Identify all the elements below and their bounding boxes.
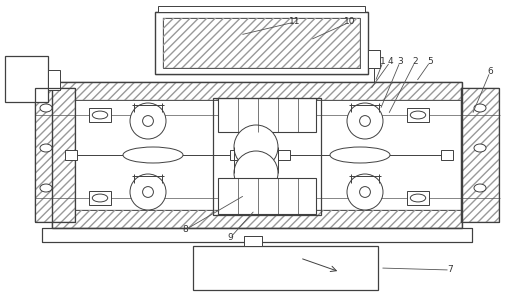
Bar: [461, 88, 499, 222]
Text: 1: 1: [380, 58, 386, 66]
Bar: [48, 70, 60, 90]
Circle shape: [130, 103, 166, 139]
Ellipse shape: [474, 184, 486, 192]
Bar: [35, 88, 75, 222]
Ellipse shape: [330, 147, 390, 163]
Text: 7: 7: [447, 266, 453, 274]
Circle shape: [347, 103, 383, 139]
Bar: [155, 12, 368, 74]
Circle shape: [359, 116, 371, 126]
Ellipse shape: [474, 144, 486, 152]
Bar: [52, 210, 462, 228]
Bar: [244, 236, 262, 246]
Text: 2: 2: [412, 58, 418, 66]
Bar: [52, 82, 462, 228]
Circle shape: [359, 187, 371, 197]
Text: 8: 8: [182, 226, 188, 234]
Text: 3: 3: [397, 58, 403, 66]
Text: 5: 5: [427, 58, 433, 66]
Ellipse shape: [474, 104, 486, 112]
Bar: [89, 191, 111, 205]
Ellipse shape: [40, 144, 52, 152]
Bar: [89, 108, 111, 122]
Bar: [213, 98, 321, 215]
Circle shape: [347, 174, 383, 210]
Ellipse shape: [410, 111, 426, 119]
Bar: [52, 82, 462, 100]
Bar: [5, 56, 48, 102]
Circle shape: [143, 187, 153, 197]
Bar: [158, 6, 365, 12]
Text: 9: 9: [227, 233, 233, 242]
Bar: [218, 98, 316, 132]
Bar: [368, 50, 380, 68]
Text: 6: 6: [487, 68, 493, 76]
Bar: [65, 150, 77, 160]
Bar: [52, 82, 462, 100]
Circle shape: [130, 174, 166, 210]
Text: 11: 11: [289, 17, 301, 27]
Bar: [163, 18, 360, 68]
Ellipse shape: [40, 184, 52, 192]
Text: 4: 4: [387, 58, 393, 66]
Ellipse shape: [92, 111, 108, 119]
Ellipse shape: [40, 104, 52, 112]
Bar: [52, 210, 462, 228]
Bar: [218, 178, 316, 214]
Bar: [461, 88, 499, 222]
Ellipse shape: [410, 194, 426, 202]
Text: 10: 10: [344, 17, 356, 27]
Bar: [52, 100, 462, 210]
Circle shape: [234, 151, 278, 195]
Bar: [35, 88, 75, 222]
Circle shape: [143, 116, 153, 126]
Bar: [441, 150, 453, 160]
Ellipse shape: [92, 194, 108, 202]
Bar: [35, 88, 75, 222]
Bar: [461, 88, 499, 222]
Bar: [193, 246, 378, 290]
Bar: [230, 150, 242, 160]
Bar: [407, 108, 429, 122]
Circle shape: [234, 125, 278, 169]
Bar: [163, 18, 360, 68]
Bar: [42, 228, 472, 242]
Ellipse shape: [123, 147, 183, 163]
Bar: [278, 150, 290, 160]
Bar: [407, 191, 429, 205]
